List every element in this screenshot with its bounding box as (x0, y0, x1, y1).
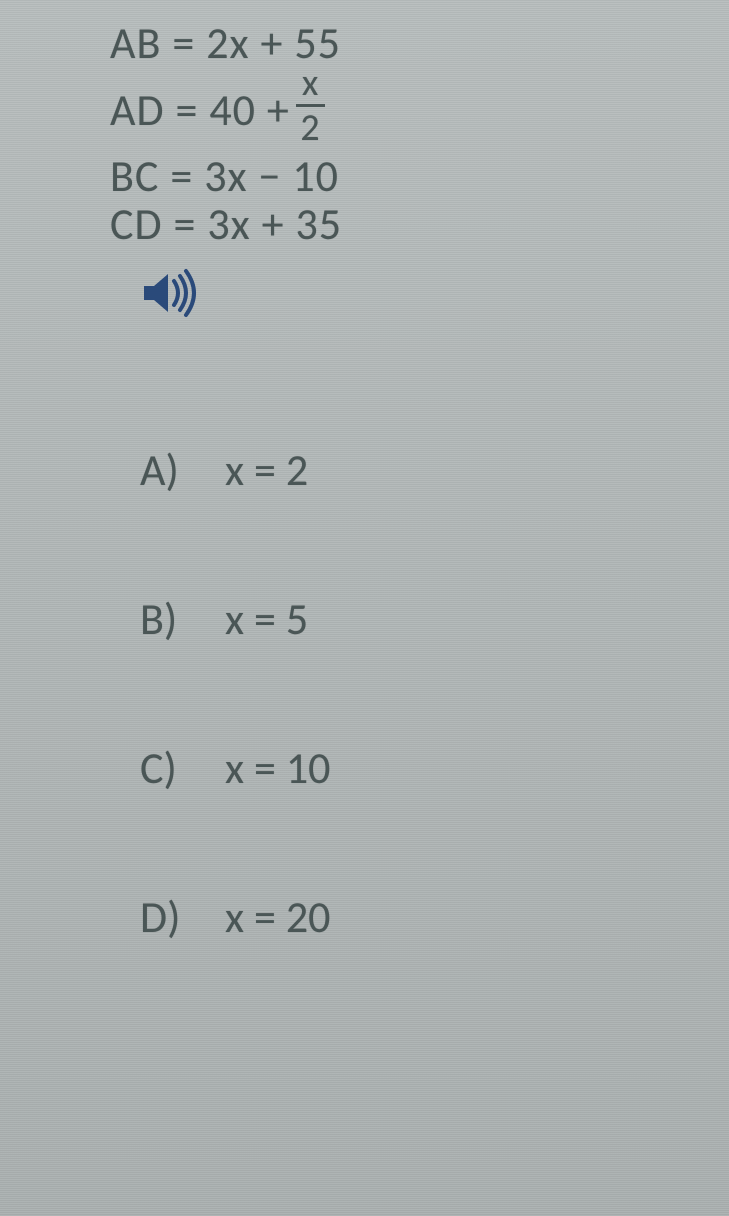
equation-ad-prefix: AD = 40 + (110, 87, 290, 133)
option-d[interactable]: D) x = 20 (140, 890, 670, 944)
equations-block: AB = 2x + 55 AD = 40 + x 2 BC = 3x − 10 … (110, 20, 670, 248)
equation-ad: AD = 40 + x 2 (110, 68, 670, 151)
fraction: x 2 (296, 64, 325, 147)
answer-options: A) x = 2 B) x = 5 C) x = 10 D) x = 20 (140, 443, 670, 944)
fraction-numerator: x (296, 64, 325, 107)
fraction-denominator: 2 (296, 107, 325, 147)
question-content: AB = 2x + 55 AD = 40 + x 2 BC = 3x − 10 … (110, 20, 670, 1039)
option-label: C) (140, 741, 195, 795)
option-value: x = 5 (225, 592, 308, 646)
option-b[interactable]: B) x = 5 (140, 592, 670, 646)
equation-bc: BC = 3x − 10 (110, 153, 670, 199)
option-a[interactable]: A) x = 2 (140, 443, 670, 497)
equation-ab: AB = 2x + 55 (110, 20, 670, 66)
option-value: x = 10 (225, 741, 330, 795)
option-value: x = 2 (225, 443, 308, 497)
option-label: D) (140, 890, 195, 944)
audio-button[interactable] (140, 268, 670, 323)
option-label: B) (140, 592, 195, 646)
option-value: x = 20 (225, 890, 330, 944)
option-c[interactable]: C) x = 10 (140, 741, 670, 795)
option-label: A) (140, 443, 195, 497)
speaker-icon (140, 268, 200, 318)
equation-cd: CD = 3x + 35 (110, 201, 670, 247)
